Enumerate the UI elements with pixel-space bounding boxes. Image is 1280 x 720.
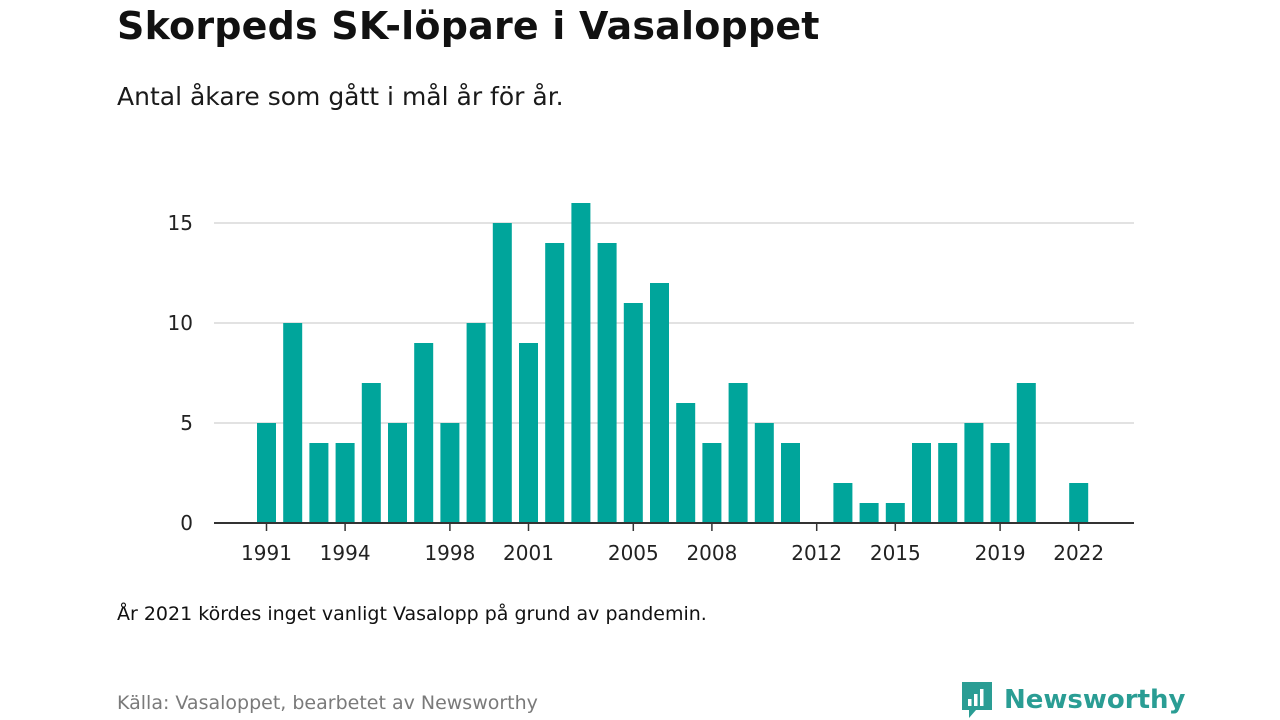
bar-2005 [623, 303, 643, 523]
x-tick-label: 1994 [320, 541, 371, 565]
bar-2020 [1016, 383, 1036, 523]
bar-2016 [912, 443, 931, 523]
bar-2006 [650, 283, 669, 523]
bar-2018 [964, 423, 984, 523]
bar-2019 [990, 443, 1010, 523]
grid-lines [214, 222, 1134, 424]
y-tick-label: 0 [180, 511, 193, 535]
chart-subtitle: Antal åkare som gått i mål år för år. [117, 82, 564, 111]
bar-1994 [335, 443, 355, 523]
x-tick-label: 2022 [1053, 541, 1104, 565]
bar-2007 [676, 403, 696, 523]
x-tick-label: 2008 [686, 541, 737, 565]
x-tick-label: 2012 [791, 541, 842, 565]
x-tick-label: 1991 [241, 541, 292, 565]
x-tick-labels: 1991 1994 1998 2001 2005 2008 2012 2015 2019 2022 [241, 523, 1104, 565]
bar-2002 [545, 243, 565, 523]
bar-2015 [885, 503, 905, 523]
bar-2009 [728, 383, 748, 523]
newsworthy-logo-icon [962, 682, 992, 718]
bar-1998 [440, 423, 460, 523]
bar-1997 [414, 343, 434, 523]
bar-2022 [1069, 483, 1089, 523]
x-tick-label: 2019 [975, 541, 1026, 565]
bar-2014 [859, 503, 879, 523]
bar-2000 [492, 223, 512, 523]
x-tick-label: 2005 [608, 541, 659, 565]
bar-1995 [361, 383, 381, 523]
bar-1993 [309, 443, 329, 523]
y-tick-labels: 0 5 10 15 [168, 211, 193, 535]
x-tick-label: 2015 [870, 541, 921, 565]
brand-name: Newsworthy [1004, 685, 1186, 715]
bar-1992 [283, 323, 303, 523]
bar-2011 [781, 443, 800, 523]
bar-1991 [257, 423, 276, 523]
x-tick-label: 2001 [503, 541, 554, 565]
bar-2008 [702, 443, 722, 523]
chart-title: Skorpeds SK-löpare i Vasaloppet [117, 4, 820, 48]
bar-2004 [597, 243, 617, 523]
bar-2013 [833, 483, 853, 523]
bar-1999 [466, 323, 486, 523]
bar-2010 [754, 423, 774, 523]
bar-2017 [938, 443, 958, 523]
bar-1996 [388, 423, 407, 523]
brand-logo: Newsworthy [960, 680, 1185, 720]
source-note: Källa: Vasaloppet, bearbetet av Newswort… [117, 692, 538, 714]
y-tick-label: 15 [168, 211, 193, 235]
bar-2003 [571, 203, 591, 523]
bar-2001 [519, 343, 538, 523]
y-tick-label: 10 [168, 311, 193, 335]
bar-chart: 0 5 10 15 1991 1994 1998 2001 2005 2008 2012 2015 2… [168, 203, 1134, 565]
footnote: År 2021 kördes inget vanligt Vasalopp på… [117, 603, 707, 625]
y-tick-label: 5 [180, 411, 193, 435]
bars [257, 203, 1089, 523]
x-tick-label: 1998 [424, 541, 475, 565]
